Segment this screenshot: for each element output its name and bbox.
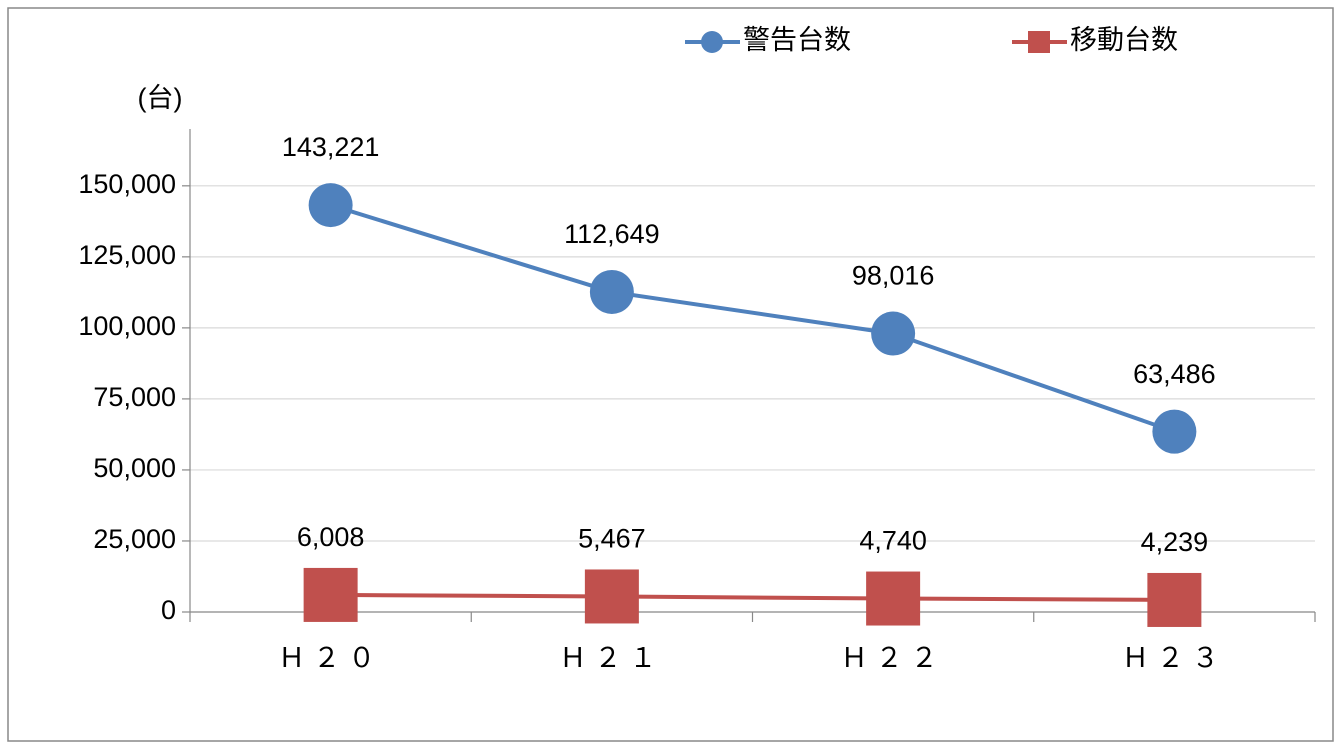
data-label: 4,239 bbox=[1141, 527, 1209, 557]
y-tick-label: 50,000 bbox=[93, 453, 176, 483]
y-tick-label: 125,000 bbox=[78, 240, 176, 270]
data-label: 98,016 bbox=[852, 261, 935, 291]
y-tick-label: 0 bbox=[161, 595, 176, 625]
y-tick-label: 75,000 bbox=[93, 382, 176, 412]
data-point bbox=[1147, 572, 1202, 627]
series-line bbox=[330, 592, 1175, 602]
data-point bbox=[871, 311, 916, 356]
legend-label: 警告台数 bbox=[743, 25, 851, 55]
x-tick-label: Ｈ２０ bbox=[278, 643, 383, 673]
data-point bbox=[589, 269, 634, 314]
series-line bbox=[330, 203, 1176, 434]
data-point bbox=[866, 571, 921, 626]
data-label: 143,221 bbox=[282, 132, 380, 162]
data-point bbox=[1152, 409, 1197, 454]
y-tick-label: 100,000 bbox=[78, 311, 176, 341]
y-tick-label: 25,000 bbox=[93, 524, 176, 554]
data-label: 63,486 bbox=[1133, 359, 1216, 389]
legend-marker bbox=[701, 31, 723, 53]
chart-border bbox=[7, 7, 1334, 742]
axis-title: (台) bbox=[138, 83, 183, 113]
data-label: 4,740 bbox=[859, 526, 927, 556]
data-point bbox=[308, 183, 353, 228]
data-label: 112,649 bbox=[564, 219, 660, 249]
legend-marker bbox=[1028, 31, 1050, 53]
data-label: 6,008 bbox=[297, 522, 365, 552]
data-point bbox=[584, 569, 639, 624]
x-tick-label: Ｈ２２ bbox=[841, 643, 946, 673]
y-tick-label: 150,000 bbox=[78, 169, 176, 199]
legend-label: 移動台数 bbox=[1070, 25, 1178, 55]
x-tick-label: Ｈ２１ bbox=[559, 643, 664, 673]
x-tick-label: Ｈ２３ bbox=[1122, 643, 1227, 673]
data-label: 5,467 bbox=[578, 524, 646, 554]
data-point bbox=[303, 567, 358, 622]
